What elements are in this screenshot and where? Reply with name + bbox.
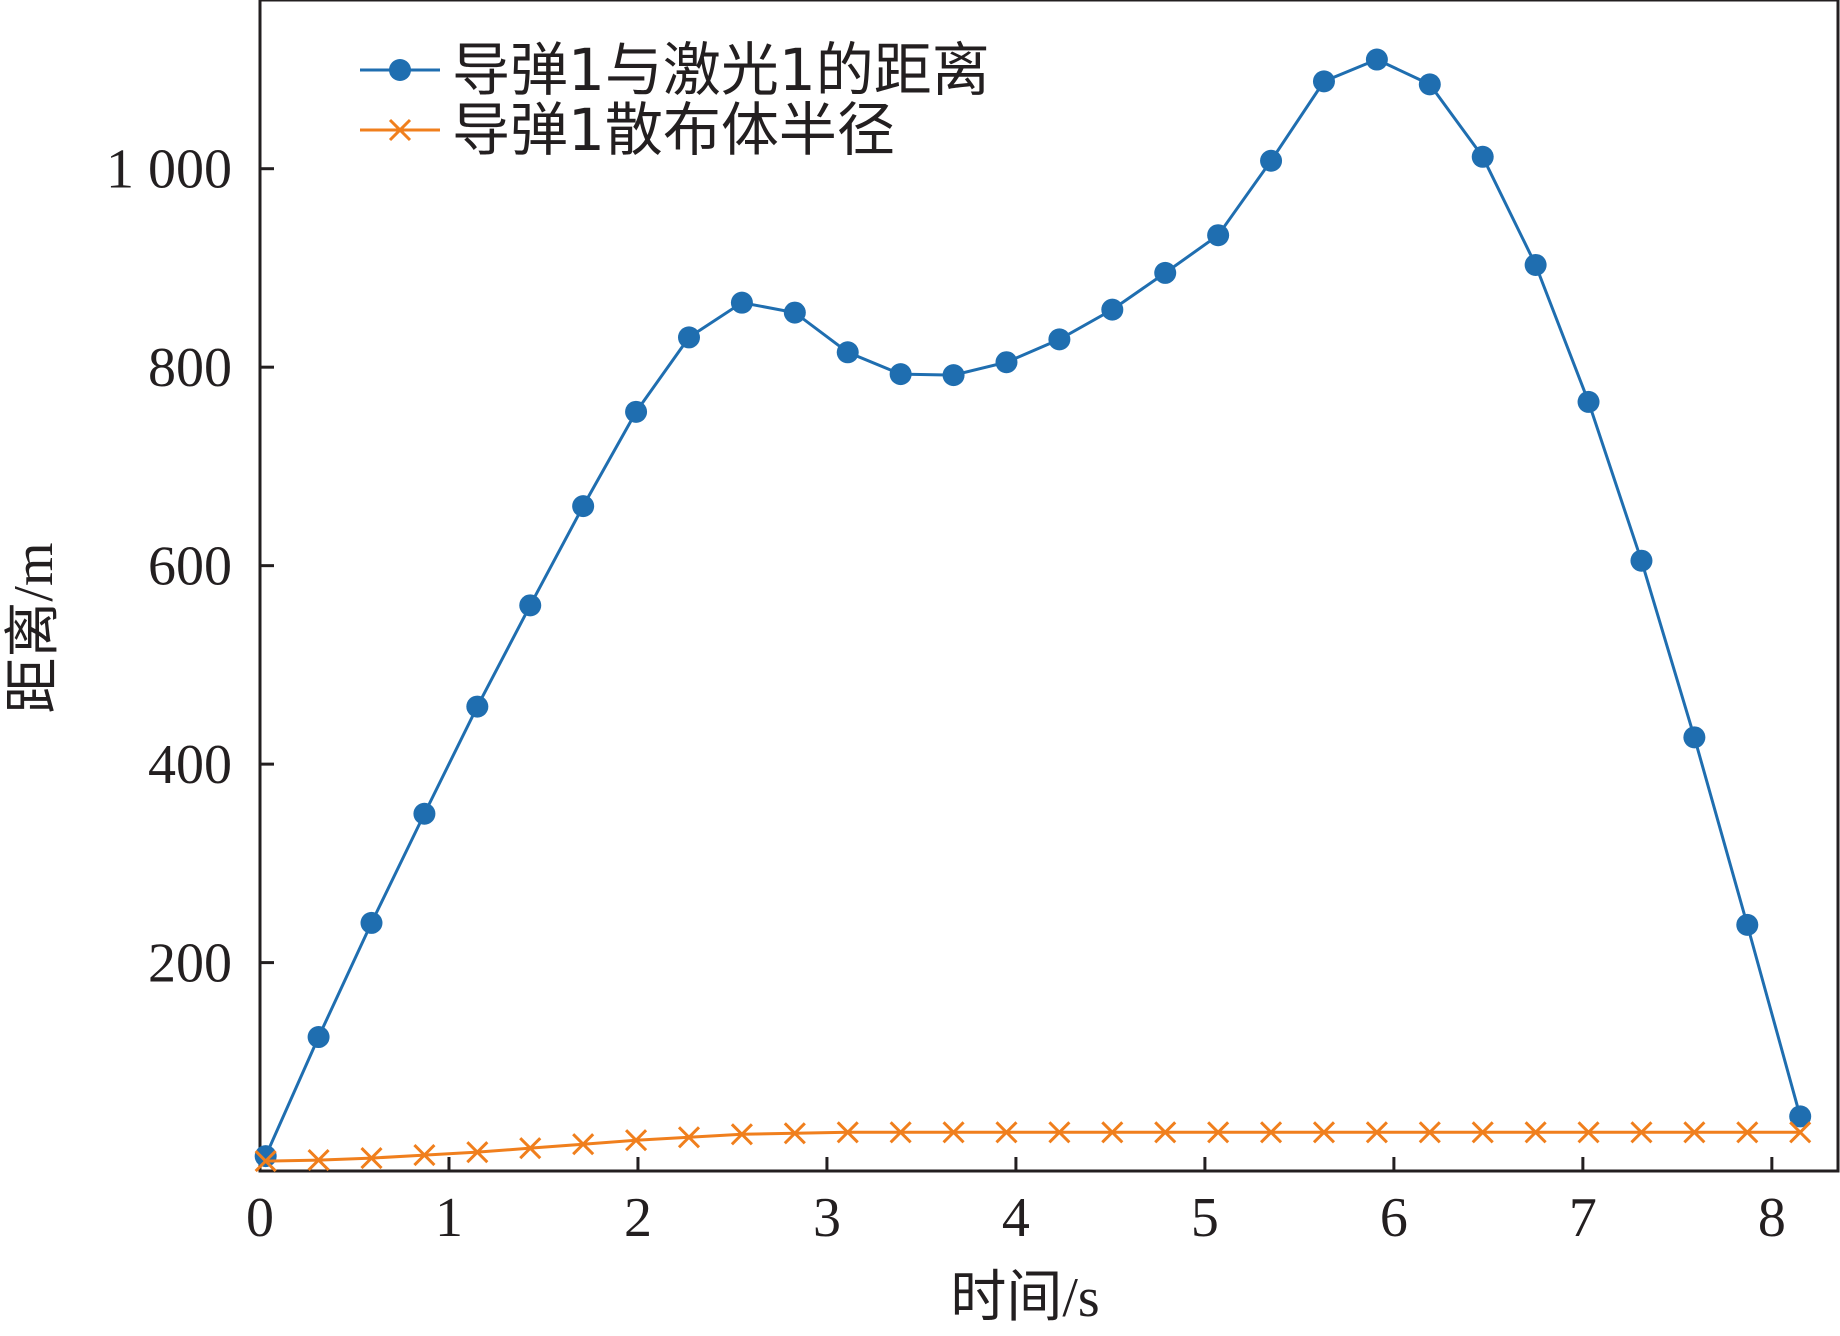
data-point [942, 1121, 965, 1144]
data-point [466, 695, 489, 718]
data-point [1789, 1121, 1812, 1144]
plot-frame [258, 0, 1840, 1173]
data-point [1365, 1121, 1388, 1144]
data-point [413, 1144, 436, 1167]
data-point [1048, 1121, 1071, 1144]
data-point [889, 1121, 912, 1144]
data-point [1524, 1121, 1547, 1144]
series-line [264, 57, 1802, 1157]
data-point [1154, 261, 1177, 284]
data-point [1154, 1121, 1177, 1144]
data-point [1101, 1121, 1124, 1144]
data-point [942, 364, 965, 387]
data-point [836, 1121, 859, 1144]
x-tick-label: 4 [1002, 1187, 1030, 1249]
data-point [1630, 1121, 1653, 1144]
data-point [1048, 328, 1071, 351]
data-point [1260, 149, 1283, 172]
y-tick-label: 600 [148, 536, 232, 598]
data-point [1471, 145, 1494, 168]
data-point [1683, 726, 1706, 749]
data-point [360, 1147, 383, 1170]
data-point [1101, 298, 1124, 321]
data-point [413, 802, 436, 825]
y-tick-label: 800 [148, 337, 232, 399]
data-point [1736, 1121, 1759, 1144]
data-point [307, 1149, 330, 1172]
data-point [1577, 390, 1600, 413]
data-point [360, 911, 383, 934]
data-point [836, 341, 859, 364]
x-tick-label: 5 [1191, 1187, 1219, 1249]
data-point [783, 301, 806, 324]
data-point [307, 1026, 330, 1049]
data-point [995, 1121, 1018, 1144]
data-point [1418, 1121, 1441, 1144]
data-point [572, 1133, 595, 1156]
data-point [1207, 1121, 1230, 1144]
data-point [1524, 253, 1547, 276]
data-point [1418, 73, 1441, 96]
data-point [572, 495, 595, 518]
data-point [519, 594, 542, 617]
data-point [625, 400, 648, 423]
legend-marker [388, 118, 412, 142]
data-point [1207, 224, 1230, 247]
x-tick-label: 1 [435, 1187, 463, 1249]
data-point [1471, 1121, 1494, 1144]
series-line [265, 1130, 1801, 1163]
legend-label: 导弹1散布体半径 [452, 96, 895, 164]
data-point [730, 1123, 753, 1146]
y-axis: 200 400 600 800 1 000 [106, 139, 274, 995]
data-point [1577, 1121, 1600, 1144]
data-point [625, 1129, 648, 1152]
data-point [1683, 1121, 1706, 1144]
x-tick-label: 6 [1380, 1187, 1408, 1249]
legend-marker [389, 59, 411, 81]
data-point [1312, 70, 1335, 93]
data-point [677, 1126, 701, 1149]
y-tick-label: 200 [148, 933, 232, 995]
data-point [730, 291, 753, 314]
y-tick-label: 400 [148, 734, 232, 796]
data-point [995, 351, 1018, 374]
legend-label: 导弹1与激光1的距离 [452, 36, 990, 104]
data-point [1789, 1105, 1812, 1128]
x-tick-label: 8 [1758, 1187, 1786, 1249]
data-point [1736, 913, 1759, 936]
data-point [677, 326, 700, 349]
x-tick-label: 0 [246, 1187, 274, 1249]
data-point [519, 1137, 542, 1160]
x-axis: 0 1 2 3 4 5 6 7 8 [246, 1157, 1786, 1249]
data-point [254, 1145, 277, 1168]
x-tick-label: 2 [624, 1187, 652, 1249]
data-point [254, 1150, 277, 1173]
data-point [1312, 1121, 1336, 1144]
x-axis-title: 时间/s [950, 1267, 1099, 1329]
data-point [1259, 1121, 1283, 1144]
data-point [1630, 549, 1653, 572]
x-tick-label: 7 [1569, 1187, 1597, 1249]
series-layer [254, 48, 1812, 1173]
data-point [466, 1141, 489, 1164]
data-point [1365, 48, 1388, 71]
data-point [889, 363, 912, 386]
y-axis-title: 距离/m [3, 542, 65, 713]
data-point [783, 1122, 806, 1145]
y-tick-label: 1 000 [106, 139, 232, 201]
x-tick-label: 3 [813, 1187, 841, 1249]
